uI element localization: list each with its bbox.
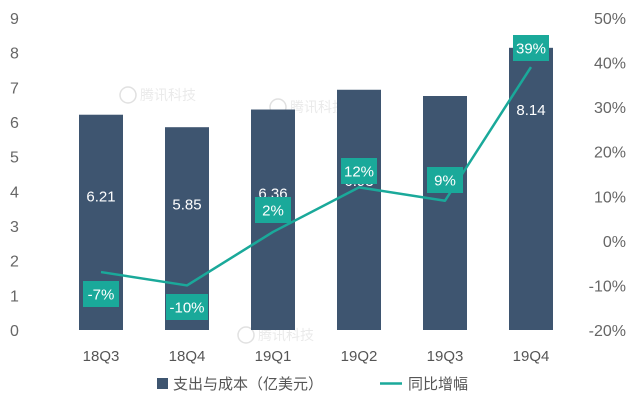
left-axis-tick: 4 [10,184,19,201]
category-label: 19Q2 [341,348,378,365]
growth-label-text: 12% [344,164,374,181]
bar-value-labels: 6.215.856.366.936.758.14 [86,102,545,213]
watermark: 腾讯科技 [237,326,314,344]
growth-label: -7% [83,281,119,307]
legend-bar-label: 支出与成本（亿美元） [173,375,323,393]
legend-line-label: 同比增幅 [408,375,468,393]
growth-label-text: 39% [516,41,546,58]
bar-value-label: 8.14 [516,102,545,119]
left-y-axis: 0 1 2 3 4 5 6 7 8 9 [10,11,19,340]
watermark-logo-icon [119,86,137,104]
right-axis-tick: 20% [594,145,626,162]
left-axis-tick: 5 [10,150,19,167]
watermark-logo-icon [237,326,255,344]
growth-label-text: -10% [169,300,204,317]
right-axis-tick: -10% [589,278,626,295]
growth-label: 2% [255,197,291,223]
growth-label: -10% [166,294,208,320]
growth-label-text: 9% [434,173,456,190]
bar [509,47,553,331]
watermark-text: 腾讯科技 [258,327,314,344]
category-label: 19Q3 [427,348,464,365]
right-axis-tick: 0% [603,234,626,251]
x-axis-categories: 18Q3 18Q4 19Q1 19Q2 19Q3 19Q4 [83,348,550,365]
watermark-text: 腾讯科技 [140,87,196,104]
right-axis-tick: 50% [594,11,626,28]
legend: 支出与成本（亿美元） 同比增幅 [157,375,468,393]
growth-label-text: -7% [88,287,115,304]
growth-label-box [255,197,291,223]
line-value-labels: -7% -10% 2% 12% 9% 39% [83,35,549,320]
right-y-axis: -20% -10% 0% 10% 20% 30% 40% 50% [589,11,626,340]
left-axis-tick: 2 [10,254,19,271]
category-label: 18Q3 [83,348,120,365]
growth-label: 39% [513,35,549,61]
watermark-text: 腾讯科技 [290,99,346,116]
growth-label-box [341,158,377,184]
left-axis-tick: 6 [10,115,19,132]
left-axis-tick: 7 [10,80,19,97]
left-axis-tick: 9 [10,11,19,28]
right-axis-tick: 40% [594,56,626,73]
category-label: 19Q1 [255,348,292,365]
left-axis-tick: 3 [10,219,19,236]
category-label: 19Q4 [513,348,550,365]
right-axis-tick: 10% [594,189,626,206]
left-axis-tick: 8 [10,46,19,63]
bar-value-label: 6.21 [86,189,115,206]
right-axis-tick: 30% [594,100,626,117]
right-axis-tick: -20% [589,323,626,340]
legend-bar-swatch [157,378,168,389]
watermark: 腾讯科技 [119,86,196,104]
bar [423,96,467,330]
growth-label: 9% [427,167,463,193]
growth-label-box [166,294,208,320]
growth-label: 12% [341,158,377,184]
left-axis-tick: 1 [10,288,19,305]
growth-label-box [427,167,463,193]
growth-label-box [513,35,549,61]
category-label: 18Q4 [169,348,206,365]
bar [337,89,381,330]
growth-label-box [83,281,119,307]
growth-label-text: 2% [262,203,284,220]
left-axis-tick: 0 [10,323,19,340]
bar-value-label: 5.85 [172,196,201,213]
